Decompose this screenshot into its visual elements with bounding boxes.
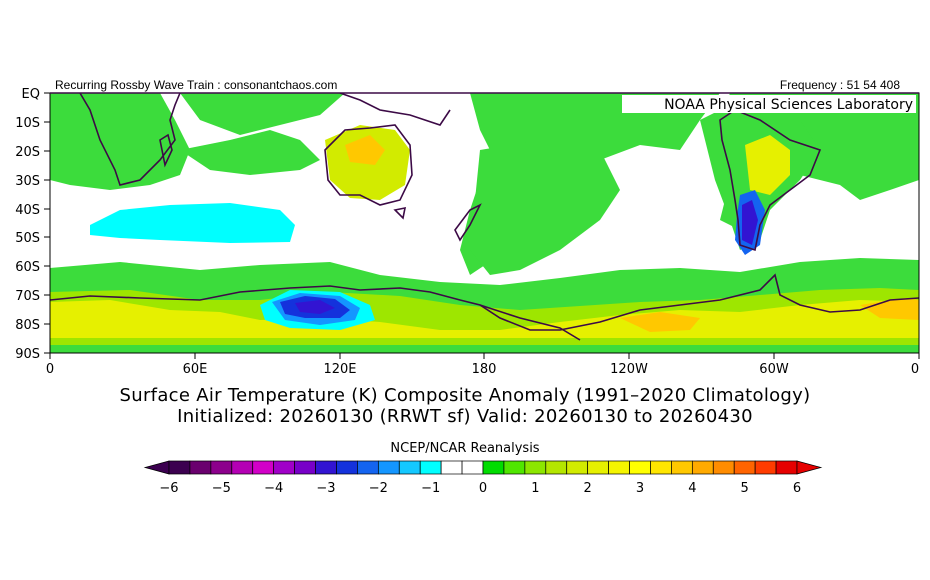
coast-australia [324,124,413,206]
colorbar-swatch [545,460,568,475]
colorbar-swatch [629,460,651,475]
colorbar-swatch [252,460,275,475]
lon-labels: 0 60E 120E 180 120W 60W 0 [46,362,919,377]
colorbar-swatch [691,460,714,475]
coast-tasmania [393,206,407,220]
lon-label: 120E [323,362,356,377]
colorbar: −6 −5 −4 −3 −2 −1 0 1 2 3 4 5 6 [143,460,823,496]
lon-label: 0 [46,362,54,377]
lat-label: 80S [15,318,40,333]
lon-label: 180 [472,362,497,377]
coastlines [50,93,919,341]
colorbar-swatch [377,460,400,475]
chart-title-line1: Surface Air Temperature (K) Composite An… [119,385,811,406]
lat-label: 60S [15,260,40,275]
colorbar-swatch [712,460,735,475]
colorbar-swatch [168,460,191,475]
anomaly-region-orange-south [620,312,700,332]
colorbar-swatch [357,460,379,475]
anomaly-region-yellow-south [50,300,919,338]
anomaly-field [50,93,919,353]
lat-label: 90S [15,347,40,362]
header-source-text: Recurring Rossby Wave Train : consonantc… [55,78,338,92]
colorbar-swatch [482,460,505,475]
coast-ross [479,304,581,341]
colorbar-swatch [754,460,777,475]
lat-label: 50S [15,231,40,246]
lon-label: 120W [610,362,648,377]
colorbar-swatch [587,460,609,475]
colorbar-tick-label: 4 [688,481,696,496]
colorbar-swatch [398,460,421,475]
colorbar-swatch [189,460,212,475]
colorbar-swatch [336,460,358,475]
colorbar-swatch [231,460,254,475]
colorbar-tick-label: −2 [369,481,388,496]
colorbar-swatch [608,460,630,475]
colorbar-tick-label: −5 [212,481,231,496]
lon-label: 0 [911,362,919,377]
lat-label: 30S [15,174,40,189]
header-frequency-text: Frequency : 51 54 408 [779,78,900,92]
colorbar-swatch [524,460,547,475]
anomaly-region-australia-core [345,135,385,165]
anomaly-region-indian-green [180,130,320,175]
anomaly-region-sa-yellow [745,135,790,195]
lon-label: 60E [183,362,208,377]
lat-labels: EQ 10S 20S 30S 40S 50S 60S 70S 80S 90S [15,87,40,362]
colorbar-tick-label: 5 [741,481,749,496]
lat-label: 20S [15,145,40,160]
colorbar-tick-label: −1 [421,481,440,496]
anomaly-region-indian-cyan [90,203,295,243]
colorbar-arrow-high [796,460,823,475]
coast-nz [454,203,482,242]
colorbar-swatch [273,460,295,475]
colorbar-swatch [566,460,589,475]
anomaly-region-cold-core [295,300,335,314]
colorbar-swatch [210,460,233,475]
colorbar-arrow-low [143,460,170,475]
chart-title-line2: Initialized: 20260130 (RRWT sf) Valid: 2… [177,406,753,427]
lat-label: 10S [15,116,40,131]
coast-indonesia [339,93,451,126]
colorbar-tick-label: 0 [479,481,487,496]
colorbar-swatch [775,460,798,475]
colorbar-tick-label: 2 [584,481,592,496]
anomaly-region-orange-west [860,298,919,320]
colorbar-swatch [294,460,316,475]
colorbar-swatch [671,460,693,475]
coast-south-america [719,109,822,252]
colorbar-title: NCEP/NCAR Reanalysis [390,441,540,456]
colorbar-tick-label: −6 [159,481,178,496]
lon-label: 60W [759,362,789,377]
colorbar-tick-label: 1 [531,481,539,496]
lat-label: 40S [15,203,40,218]
org-label: NOAA Physical Sciences Laboratory [664,97,913,113]
lat-label: EQ [22,87,40,102]
anomaly-region-pacific-green [470,140,620,275]
axis-ticks [44,92,920,359]
coast-madagascar [159,133,173,168]
colorbar-swatch [461,460,484,475]
coast-africa [79,93,181,186]
colorbar-tick-label: 3 [636,481,644,496]
colorbar-tick-label: −4 [264,481,283,496]
anomaly-region-patagonia-purple [742,200,758,245]
colorbar-swatch [650,460,672,475]
colorbar-swatch [419,460,442,475]
coast-antarctica [50,273,919,331]
colorbar-swatch [503,460,526,475]
lat-label: 70S [15,289,40,304]
colorbar-tick-label: −3 [316,481,335,496]
colorbar-tick-label: 6 [793,481,801,496]
colorbar-swatch [733,460,756,475]
colorbar-swatch [440,460,463,475]
colorbar-swatch [315,460,337,475]
